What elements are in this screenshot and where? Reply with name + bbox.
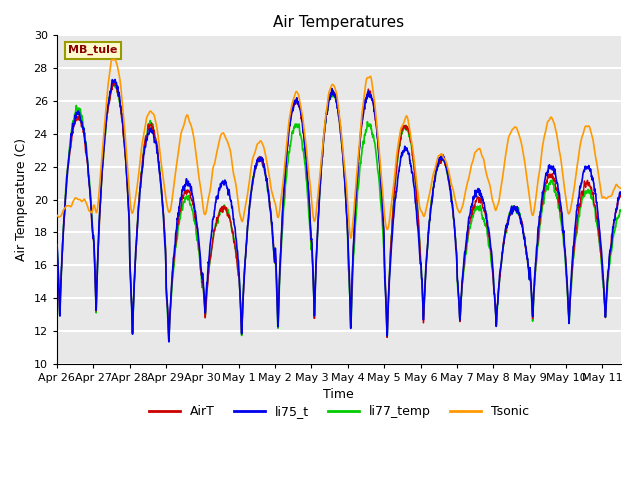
Legend: AirT, li75_t, li77_temp, Tsonic: AirT, li75_t, li77_temp, Tsonic (143, 400, 534, 423)
Y-axis label: Air Temperature (C): Air Temperature (C) (15, 138, 28, 261)
X-axis label: Time: Time (323, 388, 354, 401)
Text: MB_tule: MB_tule (68, 45, 118, 56)
Title: Air Temperatures: Air Temperatures (273, 15, 404, 30)
